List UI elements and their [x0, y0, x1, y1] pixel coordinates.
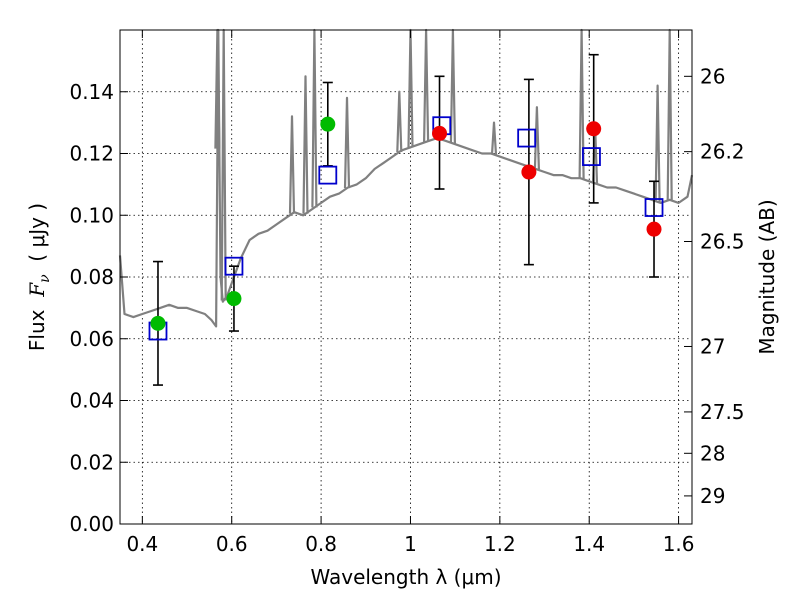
- right-tick-label: 29: [700, 484, 725, 508]
- emission-line: [288, 115, 296, 214]
- model-square: [644, 198, 664, 217]
- emission-line: [311, 28, 318, 208]
- model-square: [318, 165, 338, 185]
- y-axis-label-left: Flux Fν ( μJy ): [25, 203, 53, 351]
- x-tick-label: 0.4: [126, 532, 158, 556]
- green-point: [320, 116, 336, 132]
- x-axis-label: Wavelength λ (μm): [310, 565, 501, 589]
- right-tick-label: 27.5: [700, 400, 745, 424]
- y-tick-label: 0.12: [69, 142, 114, 166]
- right-tick-label: 26.2: [700, 140, 745, 164]
- emission-line: [654, 84, 661, 202]
- grid: [120, 30, 692, 525]
- emission-line: [396, 90, 403, 153]
- right-tick-label: 26.5: [700, 229, 745, 253]
- emission-line: [533, 106, 540, 170]
- model-square: [517, 128, 537, 148]
- emission-line: [449, 28, 456, 144]
- emission-line: [423, 28, 430, 142]
- emission-line: [666, 28, 673, 200]
- axis-ticks: 0.4 0.6 0.8 1 1.2 1.4 1.6 0.00 0.02 0.04 0.06 0.08 0…: [69, 30, 745, 556]
- emission-line: [302, 75, 309, 214]
- y-tick-label: 0.06: [69, 327, 114, 351]
- x-tick-label: 1: [404, 532, 417, 556]
- green-point: [226, 291, 242, 307]
- red-point: [432, 125, 448, 141]
- x-tick-label: 1.4: [573, 532, 605, 556]
- y-tick-label: 0.08: [69, 265, 114, 289]
- y-tick-label: 0.02: [69, 450, 114, 474]
- y-axis-label-right: Magnitude (AB): [755, 199, 779, 354]
- emission-line: [490, 121, 498, 155]
- right-tick-label: 26: [700, 64, 725, 88]
- model-square: [224, 256, 244, 276]
- y-tick-label: 0.04: [69, 389, 114, 413]
- model-squares: [148, 116, 664, 341]
- y-tick-label: 0.00: [69, 512, 114, 536]
- right-tick-label: 28: [700, 441, 725, 465]
- x-tick-label: 0.8: [305, 532, 337, 556]
- green-point: [150, 315, 166, 331]
- right-tick-label: 27: [700, 334, 725, 358]
- observed-points: [150, 116, 662, 331]
- x-tick-label: 1.2: [484, 532, 516, 556]
- red-point: [586, 121, 602, 137]
- red-point: [646, 221, 662, 237]
- y-tick-label: 0.10: [69, 203, 114, 227]
- x-tick-label: 0.6: [216, 532, 248, 556]
- red-point: [521, 164, 537, 180]
- emission-line: [343, 96, 351, 189]
- model-square: [582, 147, 601, 166]
- spectrum-line: [118, 28, 694, 328]
- y-tick-label: 0.14: [69, 80, 114, 104]
- x-tick-label: 1.6: [663, 532, 695, 556]
- spectrum-series: [118, 28, 694, 328]
